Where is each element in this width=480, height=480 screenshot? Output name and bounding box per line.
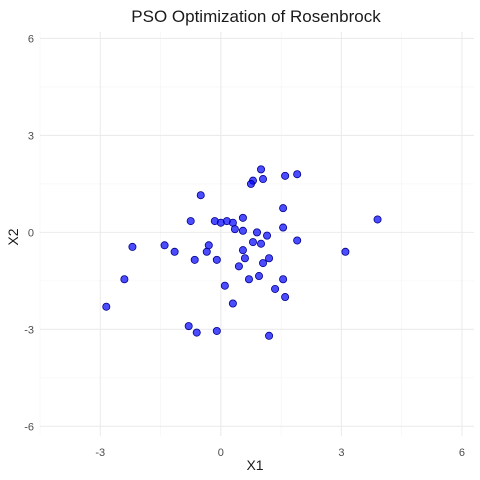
y-tick-label: 6 — [28, 33, 34, 45]
data-point — [279, 204, 288, 213]
data-point — [160, 241, 169, 250]
x-tick-label: 6 — [459, 447, 465, 459]
data-point — [259, 175, 268, 184]
data-point — [220, 281, 229, 290]
x-axis-label: X1 — [246, 457, 263, 473]
data-point — [184, 322, 193, 331]
data-point — [234, 262, 243, 271]
data-point — [202, 247, 211, 256]
data-point — [212, 326, 221, 335]
data-point — [263, 231, 272, 240]
data-point — [238, 213, 247, 222]
data-point — [244, 275, 253, 284]
data-point — [190, 255, 199, 264]
y-tick-label: -3 — [24, 324, 34, 336]
x-tick-label: 3 — [338, 447, 344, 459]
x-axis-ticks: -3 0 3 6 — [95, 447, 465, 459]
x-tick-label: -3 — [95, 447, 105, 459]
data-point — [128, 242, 137, 251]
data-point — [259, 259, 268, 268]
data-point — [102, 302, 111, 311]
data-point — [248, 238, 257, 247]
data-point — [238, 226, 247, 235]
y-axis-ticks: -6 -3 0 3 6 — [24, 33, 34, 433]
data-point — [257, 239, 266, 248]
data-point — [186, 217, 195, 226]
data-point — [265, 331, 274, 340]
data-point — [228, 299, 237, 308]
data-point — [196, 191, 205, 200]
data-points — [102, 165, 382, 340]
data-point — [279, 223, 288, 232]
y-tick-label: 3 — [28, 130, 34, 142]
data-point — [238, 246, 247, 255]
y-tick-label: -6 — [24, 421, 34, 433]
data-point — [281, 293, 290, 302]
chart-title: PSO Optimization of Rosenbrock — [131, 7, 381, 26]
y-axis-label: X2 — [5, 228, 21, 245]
data-point — [246, 179, 255, 188]
data-point — [293, 170, 302, 179]
data-point — [373, 215, 382, 224]
data-point — [192, 328, 201, 337]
data-point — [120, 275, 129, 284]
major-gridlines — [40, 32, 474, 436]
data-point — [170, 247, 179, 256]
data-point — [271, 284, 280, 293]
data-point — [252, 228, 261, 237]
data-point — [255, 272, 264, 281]
data-point — [265, 254, 274, 263]
data-point — [293, 236, 302, 245]
data-point — [212, 255, 221, 264]
data-point — [281, 171, 290, 180]
minor-gridlines — [39, 32, 474, 436]
x-tick-label: 0 — [218, 447, 224, 459]
y-tick-label: 0 — [28, 227, 34, 239]
data-point — [257, 165, 266, 174]
data-point — [240, 254, 249, 263]
data-point — [230, 225, 239, 234]
data-point — [341, 247, 350, 256]
data-point — [279, 275, 288, 284]
